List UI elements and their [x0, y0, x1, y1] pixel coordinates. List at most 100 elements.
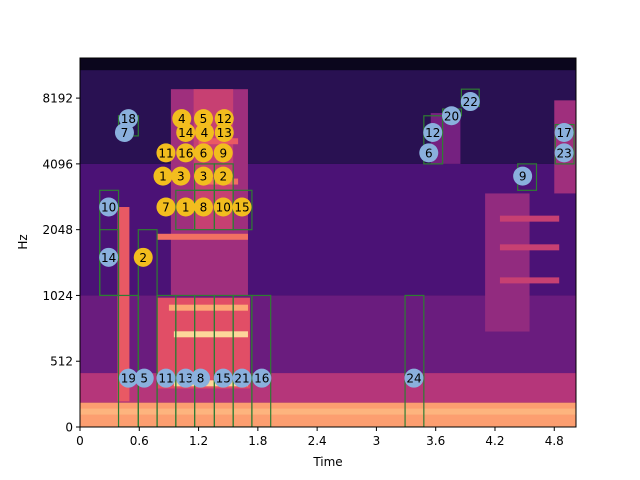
yellow-marker-label: 7: [162, 201, 170, 215]
spectrogram-band: [80, 58, 576, 71]
blue-marker-dot: [423, 123, 443, 143]
yellow-marker-dot: [194, 109, 214, 129]
spectrogram-band: [80, 402, 576, 427]
x-axis-ticks: 0 0.6 1.2 1.8 2.4 3 3.6 4.2 4.8: [76, 427, 564, 448]
yellow-marker-label: 13: [217, 126, 232, 140]
blue-marker-dot: [252, 368, 272, 388]
yellow-marker-label: 11: [158, 146, 173, 160]
yellow-marker-label: 1: [182, 201, 190, 215]
blue-marker-dot: [156, 368, 176, 388]
yellow-marker: 4: [194, 123, 214, 143]
spectrogram-band: [485, 193, 530, 332]
yellow-marker-label: 10: [216, 201, 231, 215]
blue-marker-label: 10: [101, 201, 116, 215]
blue-marker: 23: [554, 143, 574, 163]
blue-marker-label: 23: [557, 146, 572, 160]
blue-marker-label: 24: [406, 372, 421, 386]
blue-marker-dot: [99, 197, 119, 217]
yellow-marker-dot: [194, 197, 214, 217]
blue-marker-label: 16: [254, 372, 269, 386]
annotation-box: [423, 115, 444, 165]
yellow-marker-label: 9: [219, 146, 227, 160]
spectrogram-band: [80, 373, 576, 403]
blue-marker: 14: [99, 247, 119, 267]
yellow-marker-label: 6: [200, 146, 208, 160]
yellow-marker-dot: [156, 143, 176, 163]
yellow-marker-label: 2: [219, 170, 227, 184]
spectrogram-band: [117, 207, 130, 402]
spectrogram-harmonic: [499, 277, 560, 284]
yellow-marker-dot: [214, 109, 234, 129]
yellow-marker-dot: [214, 123, 234, 143]
yellow-marker: 14: [176, 123, 196, 143]
blue-marker: 15: [213, 368, 233, 388]
spectrogram-harmonic: [499, 215, 560, 222]
yellow-marker-dot: [153, 166, 173, 186]
yellow-marker-dot: [156, 197, 176, 217]
plot-frame: [79, 57, 577, 428]
yellow-marker: 3: [194, 166, 214, 186]
blue-marker-dot: [554, 123, 574, 143]
blue-marker: 13: [176, 368, 196, 388]
blue-marker: 21: [232, 368, 252, 388]
yellow-marker: 6: [194, 143, 214, 163]
yellow-marker-label: 8: [200, 201, 208, 215]
yellow-marker-dot: [213, 143, 233, 163]
x-tick-label: 3.6: [426, 434, 445, 448]
yellow-marker: 2: [133, 247, 153, 267]
yellow-marker: 11: [156, 143, 176, 163]
yellow-marker-label: 1: [159, 170, 167, 184]
blue-marker: 10: [99, 197, 119, 217]
blue-marker: 5: [134, 368, 154, 388]
blue-marker: 19: [118, 368, 138, 388]
yellow-marker: 1: [153, 166, 173, 186]
spectrogram-harmonic: [499, 244, 560, 251]
blue-marker-label: 11: [158, 372, 173, 386]
blue-marker: 18: [118, 109, 138, 129]
y-tick-label: 0: [65, 421, 73, 435]
yellow-marker: 1: [176, 197, 196, 217]
blue-marker: 9: [513, 166, 533, 186]
spectrogram-bands: [80, 58, 576, 427]
x-tick-label: 4.8: [545, 434, 564, 448]
spectrogram-harmonic: [80, 408, 576, 415]
y-tick-label: 2048: [42, 223, 73, 237]
yellow-marker-dot: [176, 123, 196, 143]
blue-marker-dot: [442, 106, 462, 126]
annotation-box: [251, 294, 272, 427]
x-tick-label: 2.4: [308, 434, 327, 448]
blue-marker-label: 17: [557, 126, 572, 140]
x-tick-label: 4.2: [485, 434, 504, 448]
blue-marker: 8: [191, 368, 211, 388]
annotation-box: [404, 294, 425, 427]
y-tick-label: 1024: [42, 289, 73, 303]
yellow-marker: 9: [213, 143, 233, 163]
spectrogram-harmonic: [173, 380, 248, 387]
blue-marker-dot: [404, 368, 424, 388]
yellow-marker: 13: [214, 123, 234, 143]
blue-marker-label: 12: [425, 126, 440, 140]
yellow-marker: 12: [214, 109, 234, 129]
blue-marker-label: 7: [121, 126, 129, 140]
spectrogram-harmonic: [173, 331, 248, 338]
blue-marker: 24: [404, 368, 424, 388]
blue-marker-label: 15: [216, 372, 231, 386]
yellow-marker-dot: [176, 143, 196, 163]
x-tick-label: 3: [373, 434, 381, 448]
yellow-marker: 8: [194, 197, 214, 217]
yellow-marker: 7: [156, 197, 176, 217]
blue-marker: 22: [460, 92, 480, 112]
yellow-marker-label: 4: [178, 112, 186, 126]
y-axis-label: Hz: [16, 234, 30, 249]
blue-marker-label: 5: [140, 372, 148, 386]
yellow-marker-dot: [213, 197, 233, 217]
yellow-marker-dot: [213, 166, 233, 186]
yellow-marker-label: 16: [178, 146, 193, 160]
blue-marker: 6: [419, 143, 439, 163]
blue-marker: 20: [442, 106, 462, 126]
blue-marker-label: 21: [234, 372, 249, 386]
blue-marker: 16: [252, 368, 272, 388]
blue-marker-dot: [419, 143, 439, 163]
